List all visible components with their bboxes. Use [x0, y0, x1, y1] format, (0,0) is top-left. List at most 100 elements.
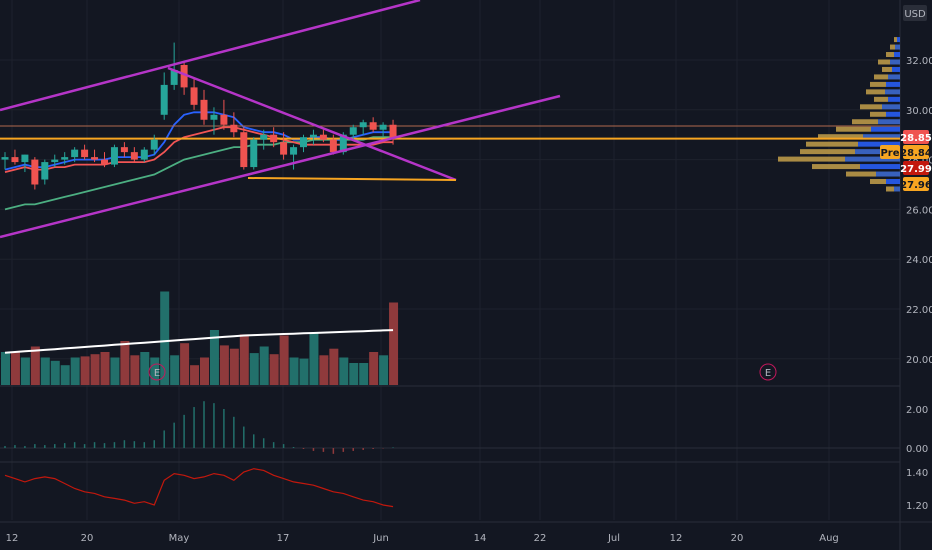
- grid: [0, 0, 901, 550]
- profile-row: [890, 44, 895, 50]
- candle-body: [31, 159, 39, 185]
- ema-slow-line: [4, 136, 394, 211]
- time-tick-label: 14: [474, 533, 487, 544]
- profile-row: [855, 149, 900, 155]
- volume-bar: [90, 354, 100, 385]
- volume-bar: [60, 365, 70, 385]
- volume-bar: [1, 352, 10, 385]
- candle-body: [220, 114, 228, 125]
- profile-row: [886, 81, 900, 87]
- profile-row: [846, 171, 876, 177]
- profile-row: [882, 104, 900, 110]
- price-tick-label: 26.00: [906, 205, 932, 216]
- profile-row: [897, 37, 900, 43]
- volume-bar: [299, 358, 309, 385]
- profile-row: [878, 119, 900, 125]
- price-tick-label: 30.00: [906, 106, 932, 117]
- volume-bar: [329, 348, 339, 385]
- candle-body: [71, 149, 79, 158]
- profile-row: [812, 164, 860, 170]
- profile-row: [845, 156, 900, 162]
- volume-profile: [778, 37, 900, 192]
- profile-row: [885, 89, 900, 95]
- rsi-pane: [4, 468, 394, 508]
- volume-bar: [279, 335, 289, 385]
- profile-row: [870, 111, 886, 117]
- volume-bar: [10, 352, 20, 385]
- profile-row: [836, 126, 871, 132]
- time-tick-label: 17: [277, 533, 290, 544]
- profile-row: [871, 126, 900, 132]
- volume-bar: [80, 356, 90, 385]
- candle-body: [389, 124, 397, 139]
- price-tick-label: 22.00: [906, 305, 932, 316]
- profile-row: [806, 141, 858, 147]
- profile-row: [874, 74, 888, 80]
- volume-bar: [70, 357, 80, 385]
- rsi-tick-label: 1.40: [906, 468, 928, 479]
- candle-body: [140, 149, 148, 160]
- volume-bar: [249, 353, 259, 385]
- profile-row: [874, 96, 888, 102]
- profile-row: [892, 66, 900, 72]
- candle-body: [190, 87, 198, 105]
- time-tick-label: 22: [534, 533, 547, 544]
- time-tick-label: 12: [6, 533, 19, 544]
- volume-bar: [170, 355, 180, 385]
- volume-bar: [309, 333, 319, 385]
- channel-upper-line: [0, 0, 421, 112]
- time-tick-label: 20: [81, 533, 94, 544]
- candle-body: [349, 127, 357, 135]
- profile-row: [886, 111, 900, 117]
- profile-row: [878, 59, 890, 65]
- volume-bar: [160, 291, 170, 385]
- candle-body: [359, 122, 367, 128]
- volume-bar: [190, 365, 200, 385]
- price-tag-label: 27.96: [900, 180, 932, 191]
- profile-row: [894, 186, 900, 192]
- time-tick-label: May: [169, 533, 190, 544]
- volume-bar: [369, 352, 379, 385]
- profile-row: [852, 119, 878, 125]
- earnings-marker: E: [148, 363, 166, 381]
- profile-row: [882, 66, 892, 72]
- rsi-line: [4, 468, 394, 508]
- time-tick-label: 20: [731, 533, 744, 544]
- candle-body: [91, 157, 99, 160]
- time-tick-label: Aug: [819, 533, 839, 544]
- candle-body: [250, 139, 258, 168]
- indicator-lines: [0, 111, 900, 211]
- volume-bar: [209, 330, 219, 385]
- volume-bar: [259, 346, 269, 385]
- volume-bar: [319, 355, 329, 385]
- candle-body: [1, 157, 9, 160]
- price-tag-box: [903, 130, 929, 144]
- volume-bar: [40, 357, 50, 385]
- rsi-tick-label: 1.20: [906, 501, 928, 512]
- candlesticks[interactable]: [1, 42, 397, 190]
- price-tag-box: [903, 161, 929, 175]
- earnings-label: E: [765, 368, 771, 379]
- profile-row: [886, 186, 894, 192]
- volume-bar: [100, 352, 110, 385]
- volume-bar: [20, 357, 30, 385]
- profile-row: [888, 74, 900, 80]
- candle-body: [101, 159, 108, 165]
- candle-body: [230, 124, 238, 133]
- candle-body: [270, 134, 278, 143]
- candle-body: [210, 114, 218, 120]
- volume-ma-line: [4, 329, 394, 354]
- channel-lower-line: [0, 94, 561, 239]
- volume-bar: [200, 357, 209, 385]
- price-tick-label: 20.00: [906, 355, 932, 366]
- profile-row: [894, 52, 900, 58]
- price-tag-box: [880, 145, 900, 159]
- candle-body: [160, 84, 168, 115]
- price-tick-label: 24.00: [906, 255, 932, 266]
- currency-box: [903, 5, 927, 21]
- candle-body: [170, 69, 178, 85]
- volume-bars: [1, 291, 399, 385]
- volume-bar: [389, 302, 399, 385]
